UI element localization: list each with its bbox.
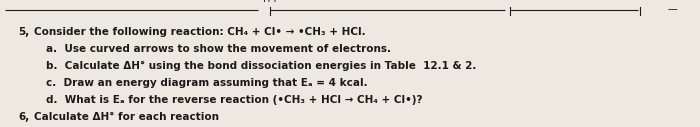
Text: Consider the following reaction: CH₄ + Cl• → •CH₃ + HCl.: Consider the following reaction: CH₄ + C…: [34, 27, 365, 37]
Text: 6,: 6,: [18, 112, 29, 122]
Text: —: —: [667, 4, 677, 14]
Text: b.  Calculate ΔH° using the bond dissociation energies in Table  12.1 & 2.: b. Calculate ΔH° using the bond dissocia…: [46, 61, 477, 71]
Text: a.  Use curved arrows to show the movement of electrons.: a. Use curved arrows to show the movemen…: [46, 44, 391, 54]
Text: Calculate ΔH° for each reaction: Calculate ΔH° for each reaction: [34, 112, 219, 122]
Text: c.  Draw an energy diagram assuming that Eₐ = 4 kcal.: c. Draw an energy diagram assuming that …: [46, 78, 368, 88]
Text: 5,: 5,: [18, 27, 29, 37]
Text: d.  What is Eₐ for the reverse reaction (•CH₃ + HCl → CH₄ + Cl•)?: d. What is Eₐ for the reverse reaction (…: [46, 95, 423, 105]
Text: H I: H I: [263, 0, 276, 4]
